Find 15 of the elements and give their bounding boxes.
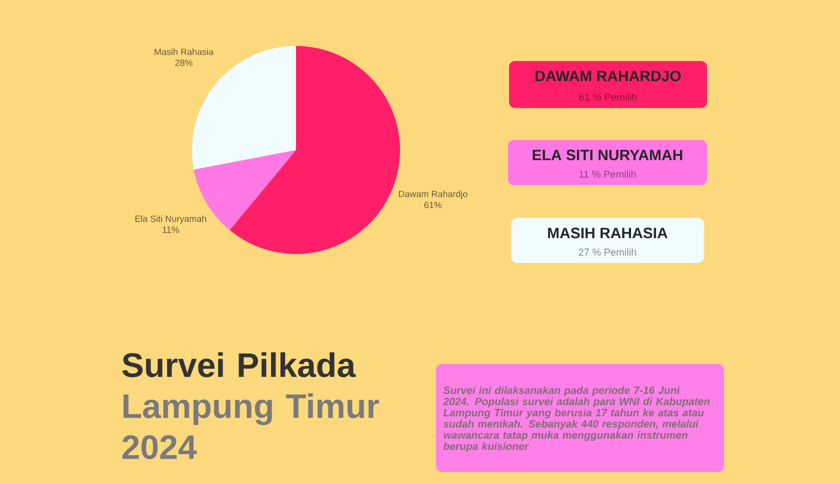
data-label: 61% — [424, 202, 442, 208]
text: DAWAM RAHARDJO — [536, 70, 681, 82]
text: Survei Pilkada — [122, 352, 356, 378]
slice-label: Ela Siti Nuryamah — [135, 215, 206, 224]
text: 61 % Pemilih — [579, 93, 637, 101]
text: 27 % Pemilih — [578, 248, 636, 256]
text: ELA SITI NURYAMAH — [532, 150, 682, 160]
text: 11 % Pemilih — [579, 170, 636, 178]
data-label: 28% — [175, 60, 192, 66]
slice-label: Dawam Rahardjo — [398, 190, 468, 199]
text: Lampung Timur 2024 — [122, 393, 379, 460]
text: MASIH RAHASIA — [548, 228, 668, 238]
text: Survei ini dilaksanakan pada periode 7-16 Juni 2024. Populasi survei adalah para WNI di Kabupaten Lampung Timur yang berusia 17 tahun ke atas atau sudah menikah. Sebanyak 440 responden, melalui wawancara tatap muka menggunakan instrumen berupa kuisioner — [443, 386, 710, 452]
data-label: 11% — [162, 226, 180, 233]
slice-label: Masih Rahasia — [154, 48, 214, 55]
